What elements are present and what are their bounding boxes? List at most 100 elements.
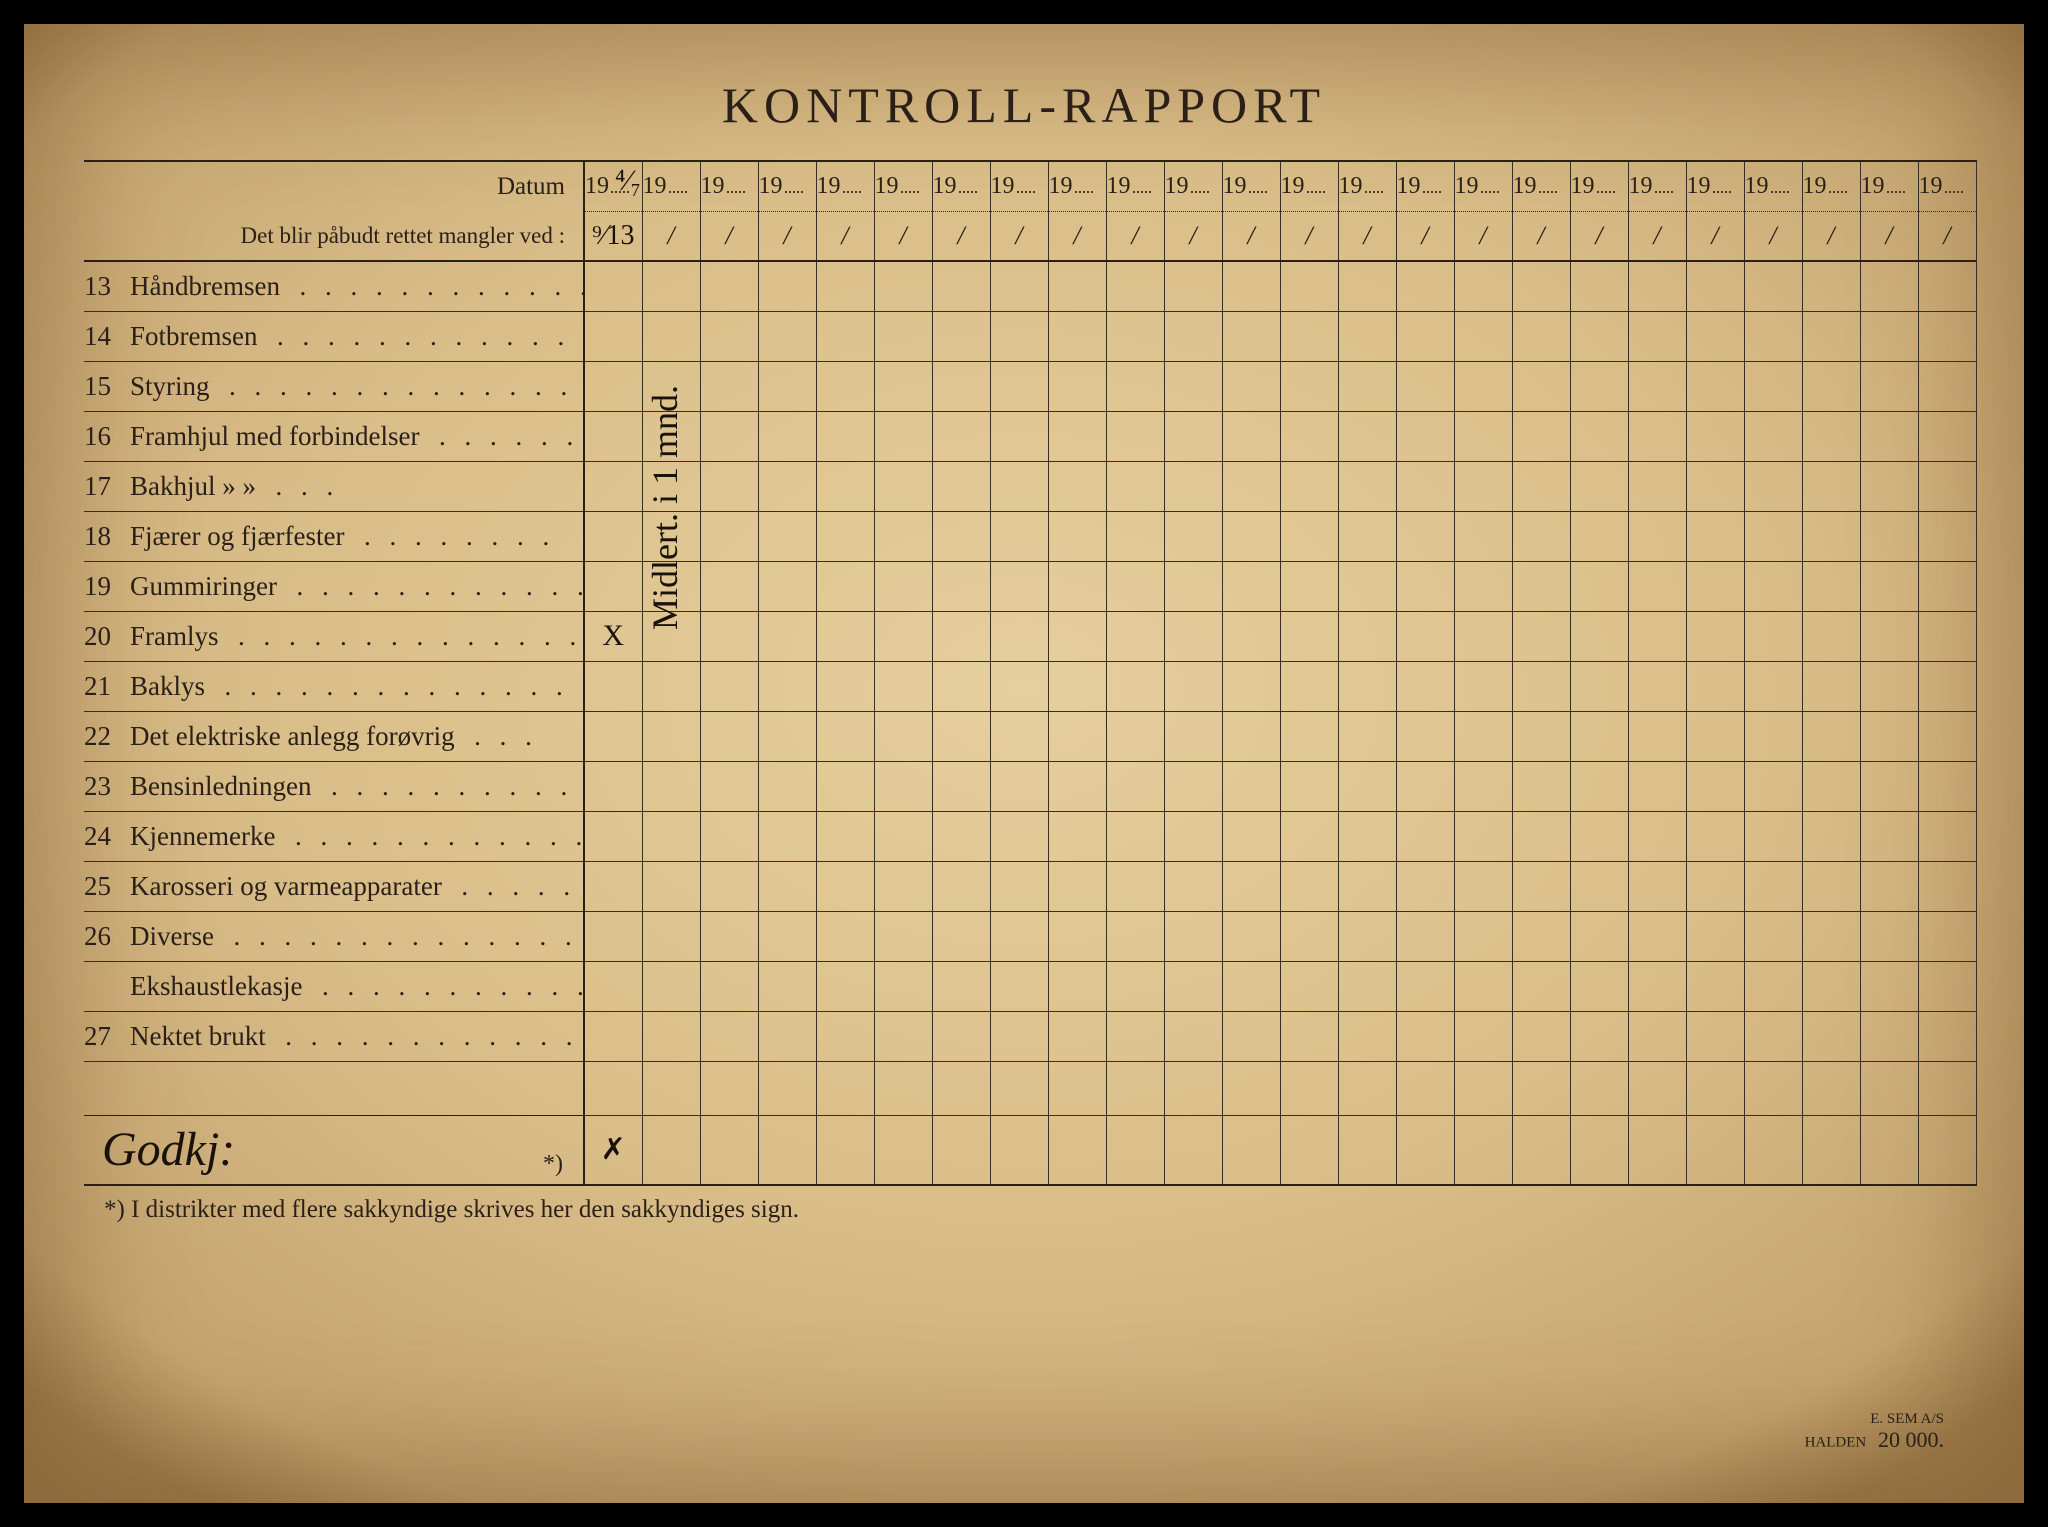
grid-cell xyxy=(874,261,932,311)
grid-cell xyxy=(1454,461,1512,511)
grid-cell xyxy=(932,1061,990,1115)
grid-cell xyxy=(1396,1061,1454,1115)
grid-cell xyxy=(1860,661,1918,711)
grid-cell xyxy=(1454,811,1512,861)
date-year-cell: 19 xyxy=(1280,161,1338,211)
grid-cell xyxy=(642,711,700,761)
header-mangler-label: Det blir påbudt rettet mangler ved : xyxy=(84,211,584,261)
grid-cell xyxy=(1512,1115,1570,1185)
grid-cell xyxy=(990,761,1048,811)
grid-cell xyxy=(1744,511,1802,561)
grid-cell xyxy=(1918,811,1976,861)
date-slash-cell: / xyxy=(1512,211,1570,261)
grid-cell xyxy=(1222,611,1280,661)
grid-cell xyxy=(1338,511,1396,561)
grid-cell xyxy=(1918,911,1976,961)
grid-cell xyxy=(1918,611,1976,661)
grid-cell xyxy=(1338,761,1396,811)
grid-cell xyxy=(1396,411,1454,461)
grid-cell xyxy=(1802,561,1860,611)
grid-cell xyxy=(1454,361,1512,411)
grid-cell xyxy=(584,711,642,761)
grid-cell xyxy=(932,711,990,761)
grid-cell xyxy=(1164,711,1222,761)
grid-cell xyxy=(1048,311,1106,361)
date-slash-cell: / xyxy=(1802,211,1860,261)
grid-cell xyxy=(932,611,990,661)
grid-cell xyxy=(1744,1011,1802,1061)
date-year-cell: 19 xyxy=(874,161,932,211)
grid-cell xyxy=(700,311,758,361)
date-slash-cell: / xyxy=(1744,211,1802,261)
grid-cell xyxy=(990,1115,1048,1185)
grid-cell xyxy=(1744,261,1802,311)
grid-cell xyxy=(1570,361,1628,411)
grid-cell xyxy=(874,311,932,361)
grid-cell xyxy=(816,1011,874,1061)
grid-cell xyxy=(1048,461,1106,511)
grid-cell xyxy=(1222,961,1280,1011)
grid-cell xyxy=(1628,1061,1686,1115)
grid-cell xyxy=(1860,811,1918,861)
grid-cell xyxy=(1744,961,1802,1011)
grid-cell xyxy=(1454,561,1512,611)
grid-cell xyxy=(1338,361,1396,411)
grid-cell xyxy=(1918,761,1976,811)
grid-cell xyxy=(1744,461,1802,511)
date-year-cell: 19 xyxy=(1918,161,1976,211)
grid-cell xyxy=(584,661,642,711)
grid-cell xyxy=(1512,411,1570,461)
grid-cell xyxy=(932,911,990,961)
grid-cell xyxy=(1686,761,1744,811)
grid-cell xyxy=(642,811,700,861)
grid-cell xyxy=(932,361,990,411)
grid-cell xyxy=(1106,1011,1164,1061)
grid-cell xyxy=(1222,761,1280,811)
grid-cell xyxy=(1048,811,1106,861)
grid-cell xyxy=(990,611,1048,661)
grid-cell xyxy=(1454,411,1512,461)
grid-cell xyxy=(1686,461,1744,511)
handwritten-vertical-note: Midlert. i 1 mnd. xyxy=(644,385,686,630)
grid-cell xyxy=(758,1061,816,1115)
grid-cell xyxy=(1048,1115,1106,1185)
grid-cell xyxy=(1802,411,1860,461)
grid-cell xyxy=(816,561,874,611)
grid-cell xyxy=(1570,311,1628,361)
grid-cell xyxy=(1338,711,1396,761)
grid-cell xyxy=(932,511,990,561)
grid-cell xyxy=(874,711,932,761)
grid-cell xyxy=(1338,1061,1396,1115)
grid-cell xyxy=(1048,261,1106,311)
grid-cell xyxy=(1048,611,1106,661)
date-year-cell: 19 xyxy=(1048,161,1106,211)
grid-cell xyxy=(584,761,642,811)
grid-cell xyxy=(1280,761,1338,811)
grid-cell xyxy=(1802,861,1860,911)
grid-cell xyxy=(1512,311,1570,361)
grid-cell xyxy=(816,911,874,961)
row-label: 27Nektet brukt . . . . . . . . . . . . xyxy=(84,1011,584,1061)
grid-cell xyxy=(1628,261,1686,311)
date-year-cell: 19 xyxy=(700,161,758,211)
grid-cell xyxy=(1338,661,1396,711)
date-slash-cell: / xyxy=(1164,211,1222,261)
date-year-cell: 19 xyxy=(1686,161,1744,211)
grid-cell xyxy=(1396,361,1454,411)
grid-cell xyxy=(1222,561,1280,611)
grid-cell xyxy=(1744,711,1802,761)
grid-cell xyxy=(1164,661,1222,711)
date-year-cell: 19 xyxy=(1338,161,1396,211)
grid-cell xyxy=(874,661,932,711)
date-year-cell: 19 xyxy=(1106,161,1164,211)
date-slash-cell: / xyxy=(932,211,990,261)
document-page: KONTROLL-RAPPORT Datum19⁴⁄₇1919191919191… xyxy=(24,24,2024,1503)
grid-cell xyxy=(1628,511,1686,561)
grid-cell xyxy=(758,561,816,611)
grid-cell xyxy=(1570,561,1628,611)
grid-cell xyxy=(1048,411,1106,461)
grid-cell xyxy=(1744,311,1802,361)
grid-cell xyxy=(1338,611,1396,661)
grid-cell xyxy=(932,461,990,511)
date-year-cell: 19 xyxy=(642,161,700,211)
